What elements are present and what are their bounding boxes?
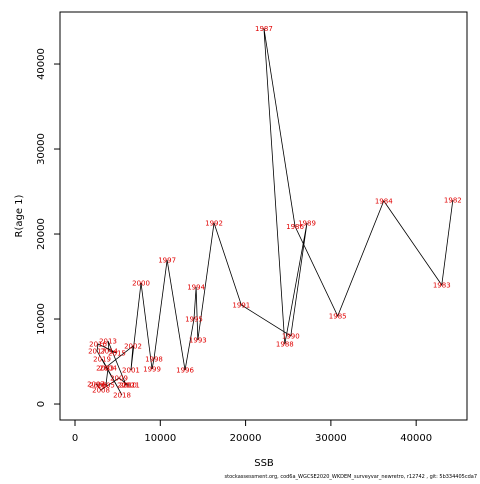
point-label: 2019 bbox=[93, 355, 111, 363]
point-label: 2000 bbox=[132, 279, 150, 287]
point-label: 1990 bbox=[282, 333, 300, 341]
point-label: 1993 bbox=[189, 337, 207, 345]
plot-frame bbox=[59, 11, 468, 421]
connecting-line bbox=[95, 28, 454, 396]
point-label: 1988 bbox=[276, 341, 294, 349]
point-label: 1984 bbox=[375, 197, 393, 205]
footnote: stockassessment.org, cod6a_WGCSE2020_WKD… bbox=[225, 474, 477, 480]
point-label: 2007 bbox=[87, 381, 105, 389]
point-label: 1989 bbox=[298, 219, 316, 227]
point-label: 2018 bbox=[113, 392, 131, 400]
x-tick-label: 10000 bbox=[144, 433, 176, 444]
point-label: 2003 bbox=[96, 364, 114, 372]
point-label: 1985 bbox=[329, 313, 347, 321]
point-label: 2015 bbox=[108, 350, 126, 358]
x-tick-label: 40000 bbox=[400, 433, 432, 444]
point-label: 2008 bbox=[92, 386, 110, 394]
point-label: 1983 bbox=[433, 282, 451, 290]
y-axis-label: R(age 1) bbox=[14, 194, 25, 237]
y-tick-label: 10000 bbox=[36, 303, 47, 335]
point-label: 2012 bbox=[117, 381, 135, 389]
point-label: 2002 bbox=[124, 343, 142, 351]
point-label: 1991 bbox=[232, 301, 250, 309]
point-label: 1986 bbox=[286, 223, 304, 231]
point-label: 1982 bbox=[444, 197, 462, 205]
point-label: 2001 bbox=[122, 367, 140, 375]
point-label: 2006 bbox=[89, 381, 107, 389]
y-tick-label: 30000 bbox=[36, 133, 47, 165]
point-label: 1997 bbox=[158, 257, 176, 265]
point-label: 1992 bbox=[205, 219, 223, 227]
y-tick-label: 0 bbox=[36, 401, 47, 407]
point-label: 2009 bbox=[110, 375, 128, 383]
point-label: 2005 bbox=[97, 381, 115, 389]
x-tick-label: 20000 bbox=[230, 433, 262, 444]
x-tick-label: 0 bbox=[72, 433, 78, 444]
point-label: 1999 bbox=[143, 366, 161, 374]
y-tick-label: 20000 bbox=[36, 218, 47, 250]
y-tick-label: 40000 bbox=[36, 48, 47, 80]
point-label: 2017 bbox=[88, 347, 106, 355]
point-label: 2016 bbox=[89, 341, 107, 349]
point-label: 2010 bbox=[119, 381, 137, 389]
point-label: 2011 bbox=[122, 381, 140, 389]
point-label: 2004 bbox=[99, 364, 117, 372]
x-axis-label: SSB bbox=[254, 458, 274, 469]
point-label: 1987 bbox=[255, 25, 273, 33]
point-label: 2013 bbox=[99, 338, 117, 346]
point-label: 1998 bbox=[145, 355, 163, 363]
point-label: 2014 bbox=[100, 347, 118, 355]
point-label: 1994 bbox=[187, 284, 205, 292]
x-tick-label: 30000 bbox=[315, 433, 347, 444]
point-label: 1996 bbox=[176, 367, 194, 375]
point-label: 1995 bbox=[185, 316, 203, 324]
